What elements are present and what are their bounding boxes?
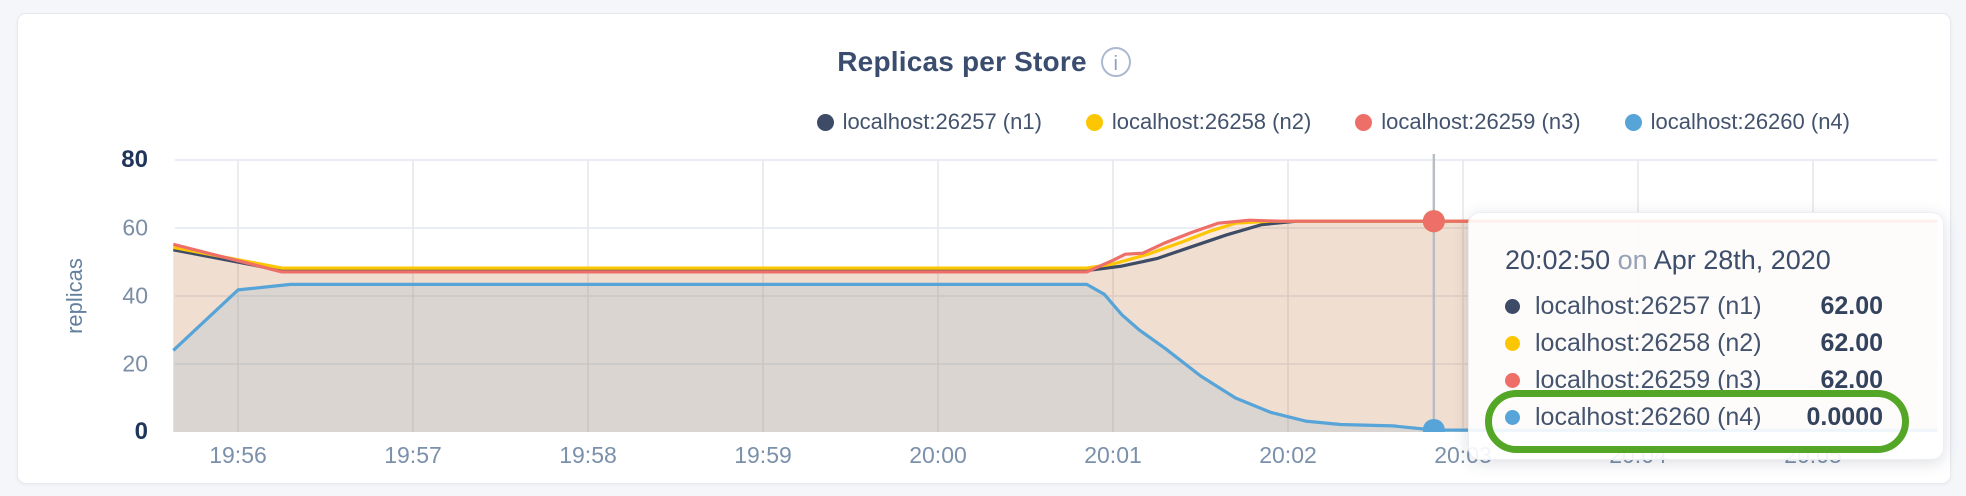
x-tick-19:57: 19:57 <box>384 442 442 468</box>
y-tick-40: 40 <box>122 282 148 309</box>
legend-item-label: localhost:26257 (n1) <box>842 109 1042 134</box>
tooltip-time: 20:02:50 <box>1505 245 1611 275</box>
series-line-n3 <box>172 218 1938 274</box>
hover-dot-n3 <box>1422 210 1445 233</box>
legend-item-label: localhost:26260 (n4) <box>1650 109 1850 134</box>
tooltip-row-n3: localhost:26259 (n3) 62.00 <box>1505 362 1883 399</box>
x-tick-20:02: 20:02 <box>1259 442 1317 468</box>
chart-title: Replicas per Store <box>837 46 1087 77</box>
tooltip-series-label: localhost:26260 (n4) <box>1535 403 1762 431</box>
x-tick-20:01: 20:01 <box>1084 442 1142 468</box>
tooltip-series-value: 62.00 <box>1820 292 1883 320</box>
tooltip-series-dot-icon <box>1505 336 1520 351</box>
series-area-n4 <box>173 284 1938 432</box>
tooltip-series-dot-icon <box>1505 299 1520 314</box>
legend-dot-icon <box>816 113 834 131</box>
hover-dot-n4 <box>1422 418 1445 432</box>
legend-item-label: localhost:26258 (n2) <box>1111 109 1312 134</box>
tooltip-timestamp: 20:02:50 on Apr 28th, 2020 <box>1505 245 1831 275</box>
legend-item-n3[interactable]: localhost:26259 (n3) <box>1355 109 1581 135</box>
series-line-n4 <box>172 282 1938 432</box>
chart-card: Replicas per Store i localhost:26257 (n1… <box>17 13 1951 484</box>
series-line-n2 <box>173 219 1938 270</box>
y-tick-20: 20 <box>122 350 148 377</box>
legend-dot-icon <box>1085 113 1103 131</box>
legend-dot-icon <box>1624 113 1642 131</box>
y-tick-0: 0 <box>134 418 148 445</box>
highlight-annotation-ring <box>1485 390 1909 453</box>
chart-header: Replicas per Store i <box>18 46 1950 78</box>
tooltip-row-n1: localhost:26257 (n1) 62.00 <box>1505 288 1883 325</box>
tooltip-series-value: 62.00 <box>1820 366 1883 394</box>
legend-dot-icon <box>1355 113 1373 131</box>
x-tick-20:00: 20:00 <box>909 442 967 468</box>
tooltip-series-label: localhost:26259 (n3) <box>1535 366 1762 394</box>
legend-item-n4[interactable]: localhost:26260 (n4) <box>1624 109 1850 135</box>
legend-item-n1[interactable]: localhost:26257 (n1) <box>816 109 1042 135</box>
chart-legend: localhost:26257 (n1) localhost:26258 (n2)… <box>816 109 1850 135</box>
series-lines <box>172 218 1938 432</box>
x-tick-19:58: 19:58 <box>559 442 617 468</box>
legend-item-label: localhost:26259 (n3) <box>1381 109 1581 134</box>
info-icon[interactable]: i <box>1100 47 1131 77</box>
tooltip-series-dot-icon <box>1505 373 1520 388</box>
tooltip-series-value: 62.00 <box>1820 329 1883 357</box>
x-tick-19:59: 19:59 <box>734 442 792 468</box>
tooltip-series-label: localhost:26258 (n2) <box>1535 329 1762 357</box>
legend-item-n2[interactable]: localhost:26258 (n2) <box>1085 109 1312 135</box>
hover-dots <box>1422 210 1445 432</box>
tooltip-series-label: localhost:26257 (n1) <box>1535 292 1762 320</box>
tooltip-row-n2: localhost:26258 (n2) 62.00 <box>1505 325 1883 362</box>
y-tick-80: 80 <box>121 146 148 173</box>
y-tick-60: 60 <box>122 214 148 241</box>
x-tick-19:56: 19:56 <box>209 442 267 468</box>
